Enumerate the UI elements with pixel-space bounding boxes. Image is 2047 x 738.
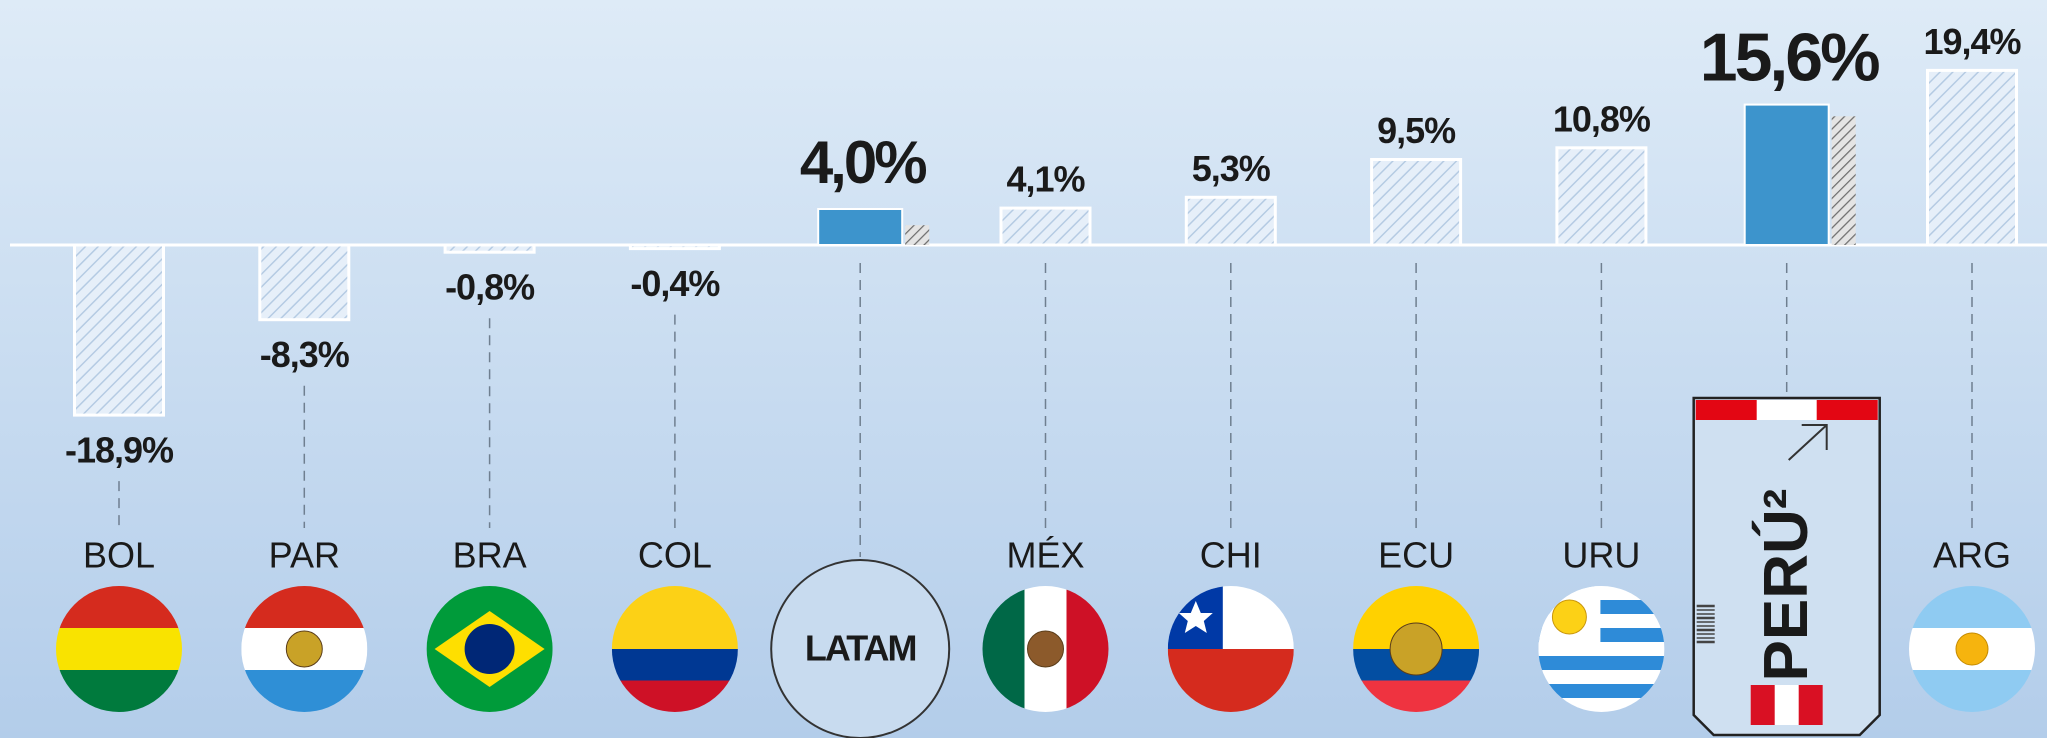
value-label: 15,6% [1700, 20, 1879, 96]
peru-card [1692, 396, 1881, 737]
category-label: ARG [1933, 535, 2011, 576]
bar [1743, 103, 1830, 246]
value-label: -0,8% [445, 267, 535, 308]
peru-flag-r [1798, 685, 1823, 725]
flag-stripe [1538, 684, 1665, 699]
value-label: 19,4% [1923, 21, 2021, 62]
flag [611, 586, 738, 712]
card-arrow [1788, 424, 1828, 461]
bar [999, 206, 1092, 247]
flag-stripe [1538, 670, 1665, 685]
bar [73, 243, 165, 417]
flag-stripe [56, 628, 182, 671]
category-label: PAR [269, 535, 340, 576]
flag-globe [464, 624, 515, 674]
category-label: PERÚ² [1752, 489, 1821, 682]
flag-sun [1551, 599, 1587, 635]
value-label: 10,8% [1553, 98, 1651, 139]
value-label: 4,1% [1006, 159, 1085, 200]
category-label: BOL [83, 535, 155, 576]
flag-star [1178, 601, 1213, 633]
latam-circle [770, 559, 951, 738]
value-label: 5,3% [1192, 148, 1271, 189]
value-label: -8,3% [260, 334, 350, 375]
value-label: -18,9% [65, 430, 174, 471]
flag-emblem [285, 630, 323, 668]
category-label: COL [638, 535, 712, 576]
flag [982, 586, 1109, 712]
flag-emblem [1027, 630, 1064, 668]
category-label: CHI [1200, 535, 1262, 576]
flag [1909, 586, 2035, 712]
category-label: LATAM [805, 628, 916, 669]
bar [1555, 146, 1648, 247]
bar [628, 243, 721, 251]
secondary-bar [1831, 116, 1856, 245]
flag-stripe [611, 649, 738, 681]
flag [1353, 586, 1480, 712]
category-label: BRA [453, 535, 527, 576]
category-label: ECU [1378, 535, 1454, 576]
bar [817, 208, 904, 246]
flag [56, 586, 182, 712]
flag-stripe [1538, 656, 1665, 671]
bar [258, 243, 351, 322]
peru-flag-l [1750, 685, 1775, 725]
value-label: -0,4% [630, 263, 720, 304]
value-label: 4,0% [800, 129, 926, 196]
flag-emblem [1389, 622, 1443, 676]
value-label: 9,5% [1377, 110, 1456, 151]
bar [443, 243, 536, 254]
bar [1184, 195, 1277, 247]
card-band-white [1756, 400, 1817, 420]
bar [1926, 68, 2018, 247]
flag [426, 586, 553, 712]
bar [1370, 158, 1463, 247]
category-label: MÉX [1006, 535, 1084, 576]
category-label: URU [1562, 535, 1640, 576]
flag [1167, 586, 1294, 712]
flag [1538, 586, 1665, 712]
flag [241, 586, 368, 712]
flag-sun [1955, 632, 1989, 666]
secondary-bar [905, 225, 930, 245]
